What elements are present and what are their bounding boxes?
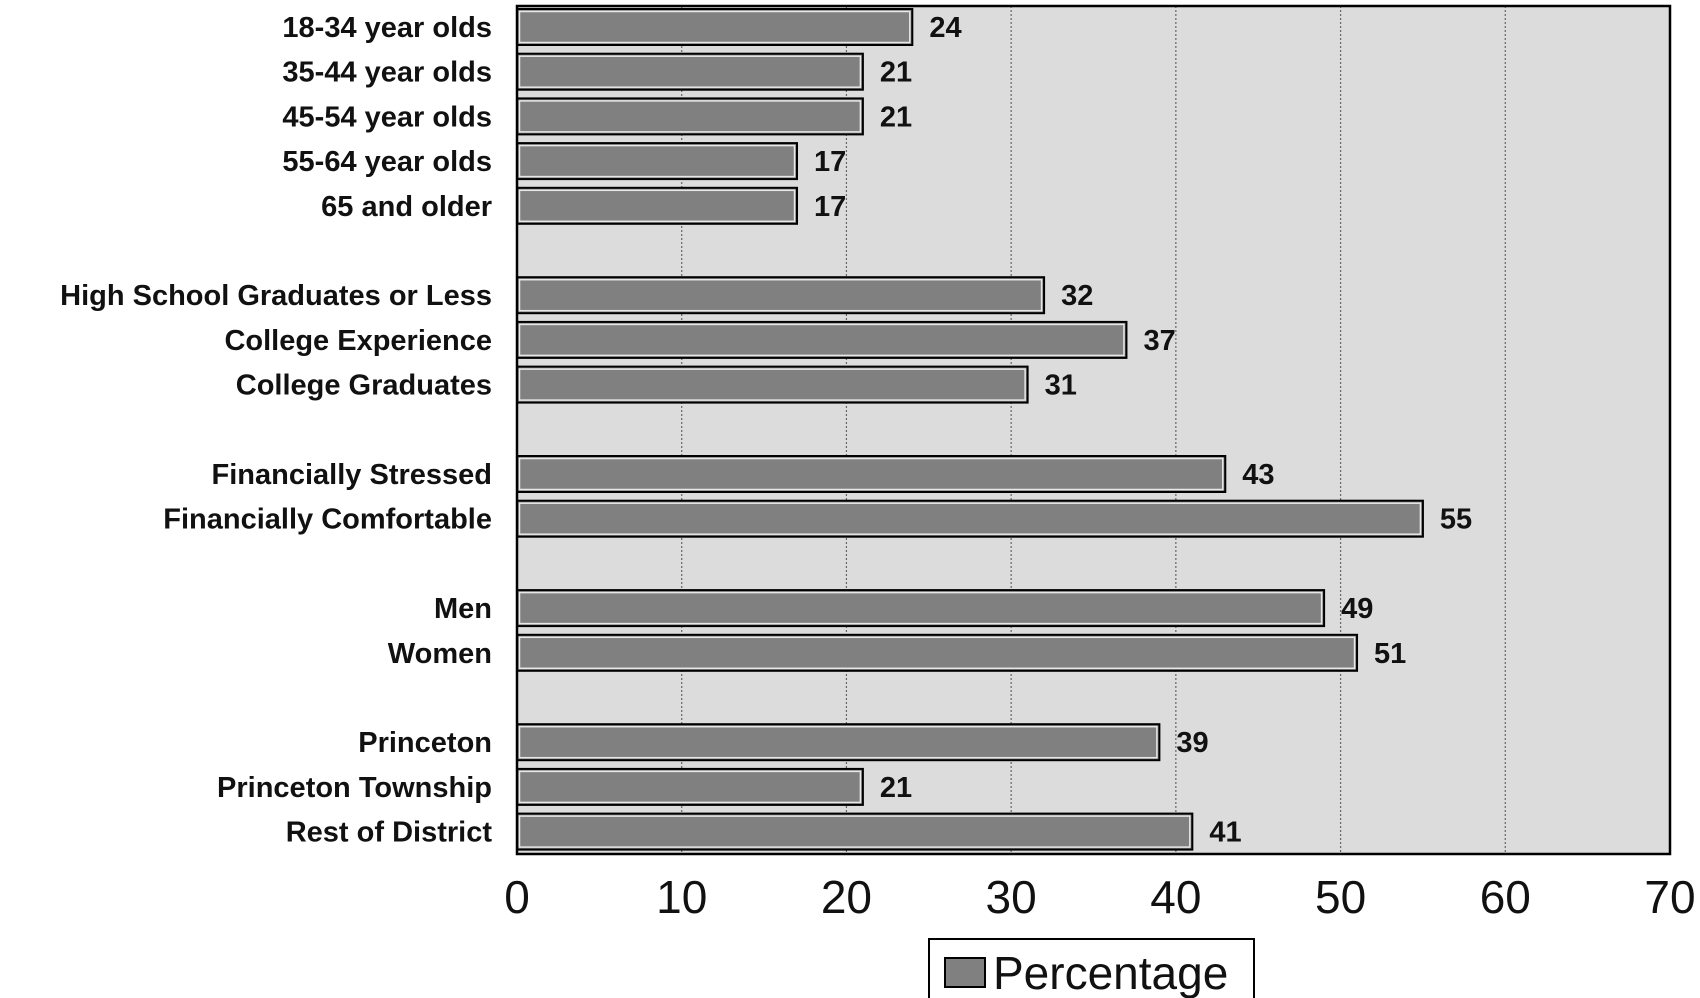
x-tick-label: 10 bbox=[656, 871, 707, 923]
value-label: 51 bbox=[1374, 638, 1406, 670]
bar bbox=[516, 455, 1227, 493]
x-tick-label: 20 bbox=[821, 871, 872, 923]
plot-frame bbox=[515, 4, 1672, 856]
bar-highlight bbox=[518, 100, 862, 133]
bar-highlight bbox=[518, 189, 796, 223]
bar bbox=[516, 276, 1046, 315]
bar-highlight bbox=[518, 770, 862, 804]
legend: Percentage bbox=[928, 938, 1255, 998]
value-label: 32 bbox=[1061, 280, 1093, 312]
category-label: High School Graduates or Less bbox=[60, 280, 492, 312]
category-label: Princeton Township bbox=[217, 772, 492, 804]
category-label: 65 and older bbox=[321, 191, 492, 223]
bar-highlight bbox=[518, 725, 1158, 759]
value-label: 21 bbox=[880, 101, 912, 133]
bar bbox=[516, 8, 914, 46]
category-label: College Graduates bbox=[236, 370, 492, 402]
category-label: 18-34 year olds bbox=[282, 12, 492, 44]
value-label: 21 bbox=[880, 57, 912, 89]
bar bbox=[516, 767, 864, 806]
value-label: 31 bbox=[1045, 370, 1077, 402]
x-tick-label: 0 bbox=[504, 871, 530, 923]
category-label: 45-54 year olds bbox=[282, 101, 492, 133]
bar-highlight bbox=[518, 323, 1125, 357]
bar-highlight bbox=[518, 591, 1323, 625]
value-label: 41 bbox=[1209, 817, 1241, 849]
bar bbox=[516, 633, 1359, 672]
bar-highlight bbox=[518, 457, 1224, 491]
category-label: Women bbox=[388, 638, 492, 670]
category-label: 35-44 year olds bbox=[282, 57, 492, 89]
category-labels: 18-34 year olds 35-44 year olds 45-54 year… bbox=[60, 12, 492, 849]
legend-swatch bbox=[944, 957, 986, 988]
bar-highlight bbox=[518, 10, 911, 44]
value-label: 39 bbox=[1176, 727, 1208, 759]
value-label: 17 bbox=[814, 146, 846, 178]
x-axis-tick-labels: 0 10 20 30 40 50 60 70 bbox=[504, 871, 1695, 923]
category-label: Financially Comfortable bbox=[163, 504, 492, 536]
value-label: 17 bbox=[814, 191, 846, 223]
bar bbox=[516, 320, 1128, 359]
category-label: Rest of District bbox=[286, 817, 493, 849]
value-label: 55 bbox=[1440, 504, 1472, 536]
x-tick-label: 70 bbox=[1644, 871, 1695, 923]
category-label: College Experience bbox=[224, 325, 492, 357]
bar bbox=[516, 723, 1161, 762]
x-tick-label: 50 bbox=[1315, 871, 1366, 923]
bar bbox=[516, 365, 1029, 404]
bar-highlight bbox=[518, 55, 862, 88]
value-label: 21 bbox=[880, 772, 912, 804]
x-tick-label: 40 bbox=[1150, 871, 1201, 923]
bar-highlight bbox=[518, 278, 1043, 312]
bar-highlight bbox=[518, 815, 1191, 848]
category-label: 55-64 year olds bbox=[282, 146, 492, 178]
bar bbox=[516, 186, 799, 225]
bar bbox=[516, 589, 1326, 628]
legend-label: Percentage bbox=[993, 947, 1228, 998]
bar-highlight bbox=[518, 144, 796, 178]
category-label: Men bbox=[434, 593, 492, 625]
bar-highlight bbox=[518, 368, 1026, 401]
x-tick-label: 30 bbox=[986, 871, 1037, 923]
legend-box bbox=[928, 938, 1255, 998]
bar-highlight bbox=[518, 502, 1422, 535]
bar-highlight bbox=[518, 636, 1356, 670]
bar bbox=[516, 97, 864, 136]
bar bbox=[516, 52, 864, 91]
value-label: 43 bbox=[1242, 459, 1274, 491]
bar bbox=[516, 499, 1424, 538]
bar bbox=[516, 812, 1194, 851]
x-tick-label: 60 bbox=[1480, 871, 1531, 923]
value-label: 24 bbox=[929, 12, 961, 44]
bar bbox=[516, 142, 799, 181]
bars bbox=[516, 8, 1424, 851]
value-label: 37 bbox=[1143, 325, 1175, 357]
value-label: 49 bbox=[1341, 593, 1373, 625]
category-label: Financially Stressed bbox=[212, 459, 492, 491]
category-label: Princeton bbox=[358, 727, 492, 759]
